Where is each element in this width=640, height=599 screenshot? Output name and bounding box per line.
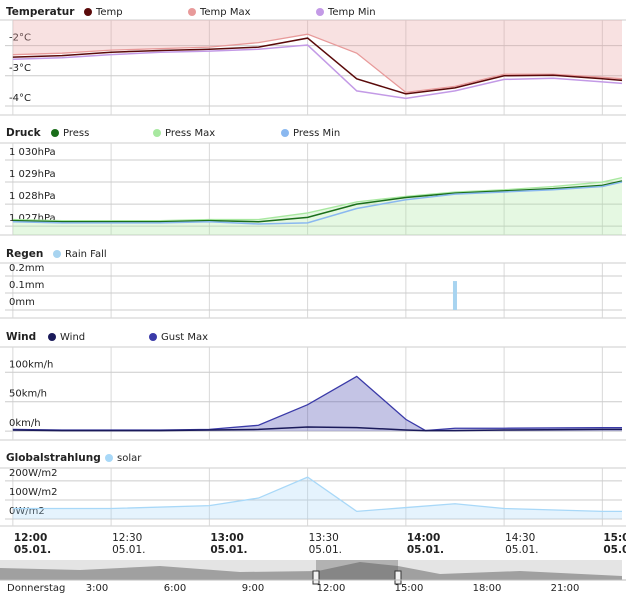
panel-title: Druck	[6, 127, 42, 139]
legend-label[interactable]: solar	[117, 453, 142, 464]
series-line	[12, 37, 623, 95]
legend-marker	[48, 333, 56, 341]
legend-marker	[105, 454, 113, 462]
navigator-label: 12:00	[317, 583, 346, 594]
legend-marker	[149, 333, 157, 341]
area-line	[12, 33, 623, 94]
navigator-handle[interactable]	[394, 570, 402, 585]
legend-label[interactable]: Press Max	[165, 128, 215, 139]
series-line	[12, 426, 622, 432]
area-fill	[12, 376, 623, 432]
legend-label[interactable]: Temp Max	[199, 7, 251, 18]
panel-title: Regen	[6, 248, 43, 260]
y-tick-label: 0W/m2	[9, 506, 45, 517]
legend-label[interactable]: Press Min	[293, 128, 340, 139]
navigator-label: Donnerstag	[7, 583, 65, 594]
y-tick-label: 200W/m2	[9, 468, 57, 479]
y-tick-label: -2°C	[9, 33, 31, 44]
x-tick-date: 05.01.	[407, 544, 444, 556]
navigator-label: 15:00	[395, 583, 424, 594]
legend-label[interactable]: Wind	[60, 332, 85, 343]
area-line	[12, 177, 623, 222]
y-tick-label: 0km/h	[9, 418, 41, 429]
navigator-series	[0, 562, 622, 580]
legend-marker	[53, 250, 61, 258]
legend-marker	[51, 129, 59, 137]
x-tick-date: 05.01.	[505, 544, 538, 556]
x-tick-label: 15:00	[603, 532, 636, 544]
y-tick-label: 1 030hPa	[9, 147, 56, 158]
series-line	[12, 180, 623, 223]
x-tick-date: 05.01.	[14, 544, 51, 556]
navigator-handle[interactable]	[312, 570, 320, 585]
navigator-label: 18:00	[473, 583, 502, 594]
legend-marker	[153, 129, 161, 137]
panel-title: Temperatur	[6, 6, 75, 18]
y-tick-label: 0.2mm	[9, 263, 44, 274]
x-tick-label: 14:00	[407, 532, 440, 544]
y-tick-label: 1 027hPa	[9, 213, 56, 224]
legend-marker	[281, 129, 289, 137]
x-tick-label: 14:30	[505, 532, 535, 544]
area-fill	[12, 177, 623, 235]
x-tick-label: 12:00	[14, 532, 47, 544]
x-tick-date: 05.01.	[603, 544, 640, 556]
legend-label[interactable]: Temp	[95, 7, 123, 18]
legend-label[interactable]: Rain Fall	[65, 249, 107, 260]
y-tick-label: 100km/h	[9, 359, 53, 370]
legend-label[interactable]: Press	[63, 128, 89, 139]
y-tick-label: 1 028hPa	[9, 191, 56, 202]
panel-title: Globalstrahlung	[6, 452, 101, 464]
x-tick-label: 13:30	[309, 532, 339, 544]
navigator-label: 9:00	[242, 583, 264, 594]
y-tick-label: 0.1mm	[9, 280, 44, 291]
x-tick-date: 05.01.	[309, 544, 342, 556]
navigator-label: 21:00	[551, 583, 580, 594]
series-line	[12, 44, 623, 100]
y-tick-label: -4°C	[9, 93, 31, 104]
navigator-label: 3:00	[86, 583, 108, 594]
series-line	[12, 181, 623, 225]
x-tick-label: 13:00	[210, 532, 243, 544]
y-tick-label: 50km/h	[9, 389, 47, 400]
area-line	[12, 476, 622, 513]
navigator-label: 6:00	[164, 583, 186, 594]
legend-marker	[188, 8, 196, 16]
area-fill	[12, 477, 623, 519]
x-tick-label: 12:30	[112, 532, 142, 544]
panel-title: Wind	[6, 331, 36, 343]
y-tick-label: 100W/m2	[9, 487, 57, 498]
legend-label[interactable]: Temp Min	[327, 7, 376, 18]
x-tick-date: 05.01.	[112, 544, 145, 556]
y-tick-label: -3°C	[9, 63, 31, 74]
x-tick-date: 05.01.	[210, 544, 247, 556]
y-tick-label: 0mm	[9, 297, 35, 308]
rain-bar	[452, 281, 457, 310]
legend-label[interactable]: Gust Max	[161, 332, 208, 343]
navigator-selection	[316, 560, 398, 580]
y-tick-label: 1 029hPa	[9, 169, 56, 180]
legend-marker	[316, 8, 324, 16]
legend-marker	[84, 8, 92, 16]
area-fill	[12, 20, 623, 93]
